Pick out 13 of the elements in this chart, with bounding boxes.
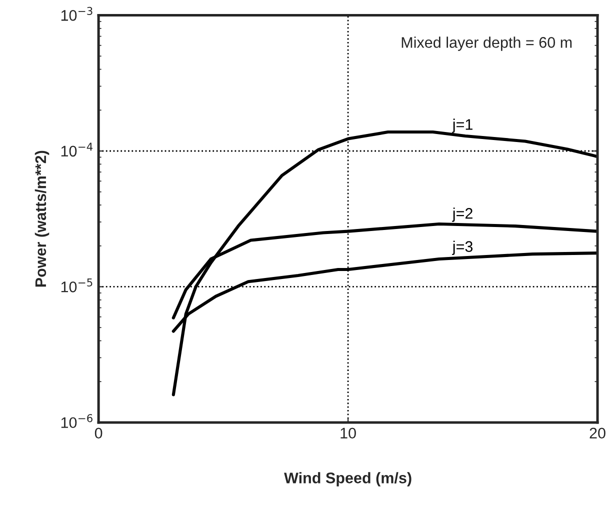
x-axis-title: Wind Speed (m/s) [284, 472, 412, 486]
y-tick-label: 10$^{−5}$ [61, 278, 92, 292]
annotation: Mixed layer depth = 60 m [402, 36, 572, 51]
y-tick-label: 10$^{−3}$ [61, 6, 92, 21]
y-tick-label: 10$^{−4}$ [61, 142, 93, 157]
x-tick-label: 0 [94, 428, 102, 439]
x-tick-label: 10 [340, 428, 356, 439]
y-axis-title: Power (watts/m**2) [34, 150, 50, 287]
x-tick-label: 20 [590, 428, 606, 439]
y-tick-label: 10$^{−6}$ [61, 414, 92, 428]
series-label: j=1 [452, 118, 472, 133]
series-label: j=3 [452, 240, 473, 255]
series-label: j=2 [452, 208, 472, 222]
